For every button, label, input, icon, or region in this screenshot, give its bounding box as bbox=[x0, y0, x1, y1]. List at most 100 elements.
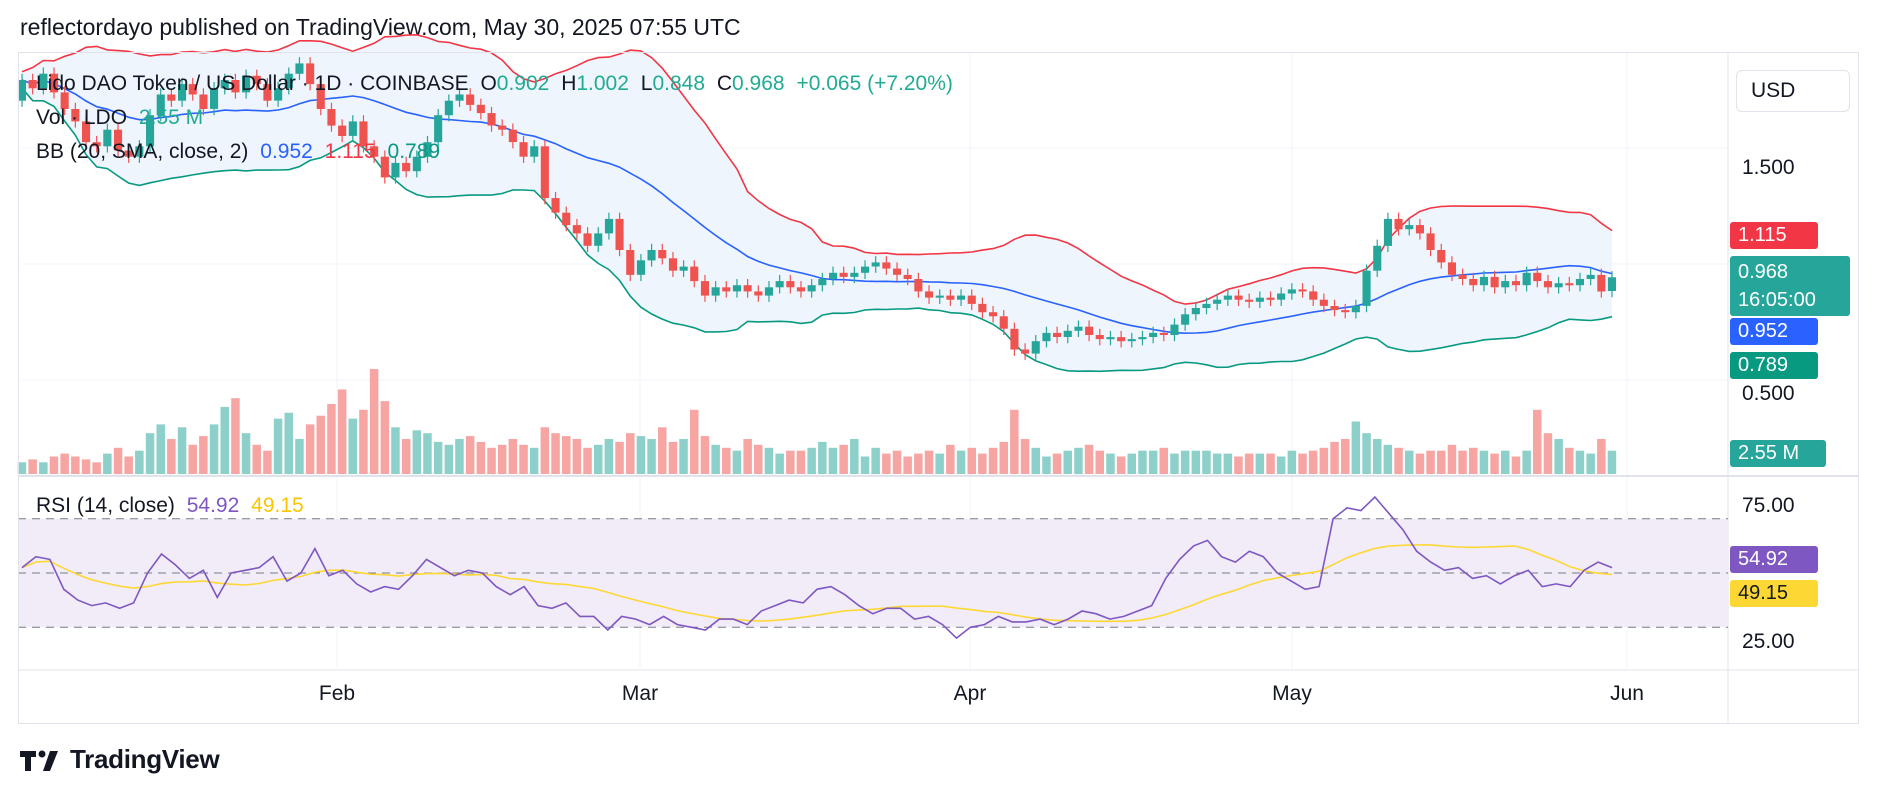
candle-body bbox=[796, 287, 805, 292]
bb-lower-value: 0.789 bbox=[387, 140, 441, 163]
volume-bar bbox=[743, 439, 752, 474]
price-tick-label: 1.500 bbox=[1742, 156, 1795, 179]
volume-bar bbox=[476, 441, 486, 474]
volume-bar bbox=[369, 369, 379, 474]
volume-bar bbox=[786, 450, 795, 474]
volume-label[interactable]: Vol · LDO bbox=[36, 106, 128, 129]
currency-label: USD bbox=[1751, 79, 1796, 102]
volume-bar bbox=[444, 444, 454, 474]
candle-body bbox=[754, 291, 763, 296]
candle-body bbox=[487, 113, 496, 126]
volume-bar bbox=[882, 453, 891, 474]
volume-bar bbox=[1244, 453, 1254, 474]
volume-bar bbox=[978, 453, 987, 474]
footer-brand[interactable]: TradingView bbox=[70, 744, 220, 774]
candle-body bbox=[1170, 324, 1179, 335]
rsi-ma-tag-text: 49.15 bbox=[1738, 582, 1789, 604]
rsi-ma-value: 49.15 bbox=[251, 494, 304, 517]
candle-body bbox=[1447, 262, 1456, 275]
candle-body bbox=[1458, 274, 1467, 279]
candle-body bbox=[402, 162, 411, 172]
volume-bar bbox=[348, 418, 357, 474]
volume-bar bbox=[1597, 439, 1606, 474]
volume-bar bbox=[658, 427, 667, 474]
volume-bar bbox=[1202, 450, 1211, 474]
candle-body bbox=[210, 88, 219, 109]
low-label: L bbox=[640, 72, 653, 95]
rsi-label[interactable]: RSI (14, close) bbox=[36, 494, 175, 517]
candle-body bbox=[508, 129, 517, 143]
tradingview-logo-icon[interactable] bbox=[20, 749, 62, 771]
candle-body bbox=[1341, 310, 1350, 313]
candle-body bbox=[124, 150, 133, 157]
volume-bar bbox=[1191, 450, 1201, 474]
candle-body bbox=[284, 73, 293, 89]
volume-bar bbox=[1383, 444, 1393, 474]
candle-body bbox=[1213, 299, 1222, 304]
candle-body bbox=[540, 146, 549, 199]
basis-tag-text: 0.952 bbox=[1738, 320, 1789, 342]
volume-bar bbox=[273, 418, 283, 474]
symbol-title[interactable]: Lido DAO Token / US Dollar · 1D · COINBA… bbox=[36, 72, 469, 95]
volume-bar bbox=[914, 453, 923, 474]
volume-bar bbox=[39, 462, 48, 474]
volume-bar bbox=[1287, 450, 1297, 474]
rsi-value: 54.92 bbox=[186, 494, 240, 517]
candle-body bbox=[274, 88, 283, 101]
volume-bar bbox=[583, 447, 592, 475]
volume-bar bbox=[871, 447, 880, 475]
candle-body bbox=[1383, 218, 1392, 246]
volume-bar bbox=[1522, 450, 1531, 474]
candle-body bbox=[1106, 337, 1115, 340]
candle-body bbox=[1319, 299, 1328, 306]
volume-bar bbox=[497, 444, 507, 474]
volume-bar bbox=[956, 450, 966, 474]
volume-bar bbox=[935, 453, 944, 474]
volume-bar bbox=[754, 444, 763, 474]
rsi-ma-tag: 49.15 bbox=[1730, 580, 1818, 607]
volume-bar bbox=[775, 453, 784, 474]
volume-bar bbox=[412, 430, 422, 475]
candle-body bbox=[231, 80, 240, 93]
volume-bar bbox=[1575, 450, 1585, 474]
candle-body bbox=[167, 94, 176, 101]
volume-bar bbox=[327, 404, 336, 474]
candle-body bbox=[220, 80, 229, 89]
candle-body bbox=[423, 142, 432, 157]
chart-frame bbox=[18, 52, 1859, 724]
volume-bar bbox=[284, 412, 293, 475]
volume-legend: Vol · LDO 2.55 M bbox=[36, 106, 209, 130]
volume-bar bbox=[92, 462, 101, 474]
candle-body bbox=[711, 287, 720, 296]
volume-bar bbox=[903, 456, 912, 474]
currency-button[interactable]: USD bbox=[1736, 70, 1850, 112]
candle-body bbox=[829, 272, 838, 279]
candle-body bbox=[114, 129, 123, 151]
candle-body bbox=[1031, 341, 1040, 354]
volume-bar bbox=[1511, 456, 1521, 474]
volume-bar bbox=[1116, 456, 1126, 474]
volume-bar bbox=[1607, 450, 1617, 474]
candle-body bbox=[583, 233, 592, 246]
volume-bar bbox=[135, 450, 144, 474]
candle-body bbox=[604, 218, 613, 234]
candle-body bbox=[946, 295, 955, 300]
bb-label[interactable]: BB (20, SMA, close, 2) bbox=[36, 140, 249, 163]
volume-bar bbox=[1437, 450, 1446, 474]
bollinger-band-fill bbox=[22, 34, 1612, 372]
volume-bar bbox=[28, 459, 37, 474]
volume-bar bbox=[924, 450, 934, 474]
candle-body bbox=[519, 142, 528, 157]
candle-body bbox=[338, 125, 347, 136]
candle-body bbox=[818, 279, 827, 286]
volume-bar bbox=[562, 436, 571, 474]
rsi-ma-line bbox=[21, 544, 1613, 623]
candle-body bbox=[999, 316, 1008, 329]
volume-bar bbox=[711, 444, 720, 474]
candle-body bbox=[978, 303, 987, 313]
volume-tag: 2.55 M bbox=[1730, 440, 1826, 467]
volume-bar bbox=[700, 436, 710, 474]
candle-body bbox=[626, 250, 635, 275]
candle-body bbox=[722, 287, 731, 292]
